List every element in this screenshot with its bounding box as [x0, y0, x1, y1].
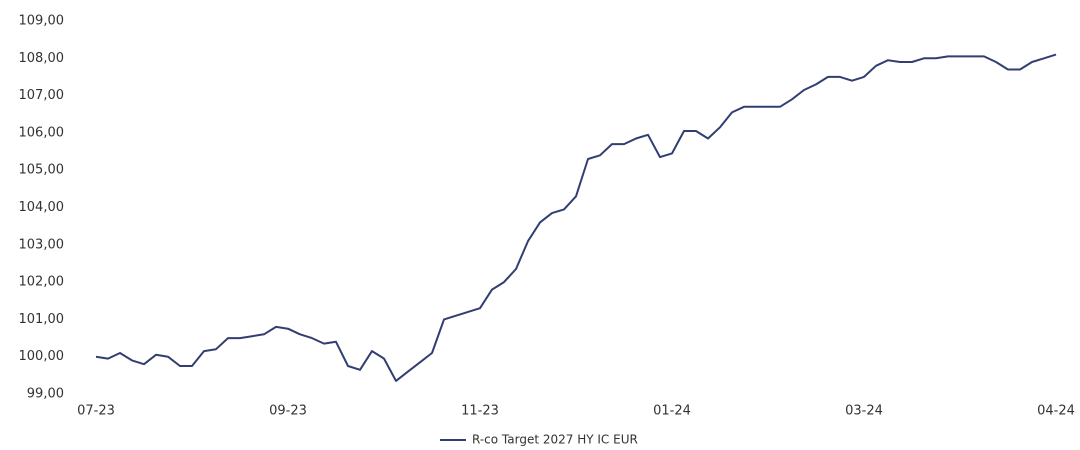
y-tick-label: 107,00	[19, 88, 65, 103]
y-tick-label: 99,00	[27, 387, 64, 402]
y-tick-label: 104,00	[19, 200, 65, 215]
y-tick-label: 101,00	[19, 312, 65, 327]
x-tick-label: 01-24	[653, 404, 691, 419]
y-tick-label: 100,00	[19, 349, 65, 364]
y-tick-label: 108,00	[19, 51, 65, 66]
y-tick-label: 103,00	[19, 237, 65, 252]
y-tick-label: 102,00	[19, 275, 65, 290]
y-tick-label: 109,00	[19, 14, 65, 29]
x-tick-label: 04-24	[1037, 404, 1075, 419]
legend-label: R-co Target 2027 HY IC EUR	[472, 433, 638, 447]
x-tick-label: 07-23	[77, 404, 115, 419]
y-tick-label: 105,00	[19, 163, 65, 178]
x-tick-label: 09-23	[269, 404, 307, 419]
x-tick-label: 03-24	[845, 404, 883, 419]
y-tick-label: 106,00	[19, 125, 65, 140]
x-tick-label: 11-23	[461, 404, 499, 419]
line	[95, 53, 1057, 382]
